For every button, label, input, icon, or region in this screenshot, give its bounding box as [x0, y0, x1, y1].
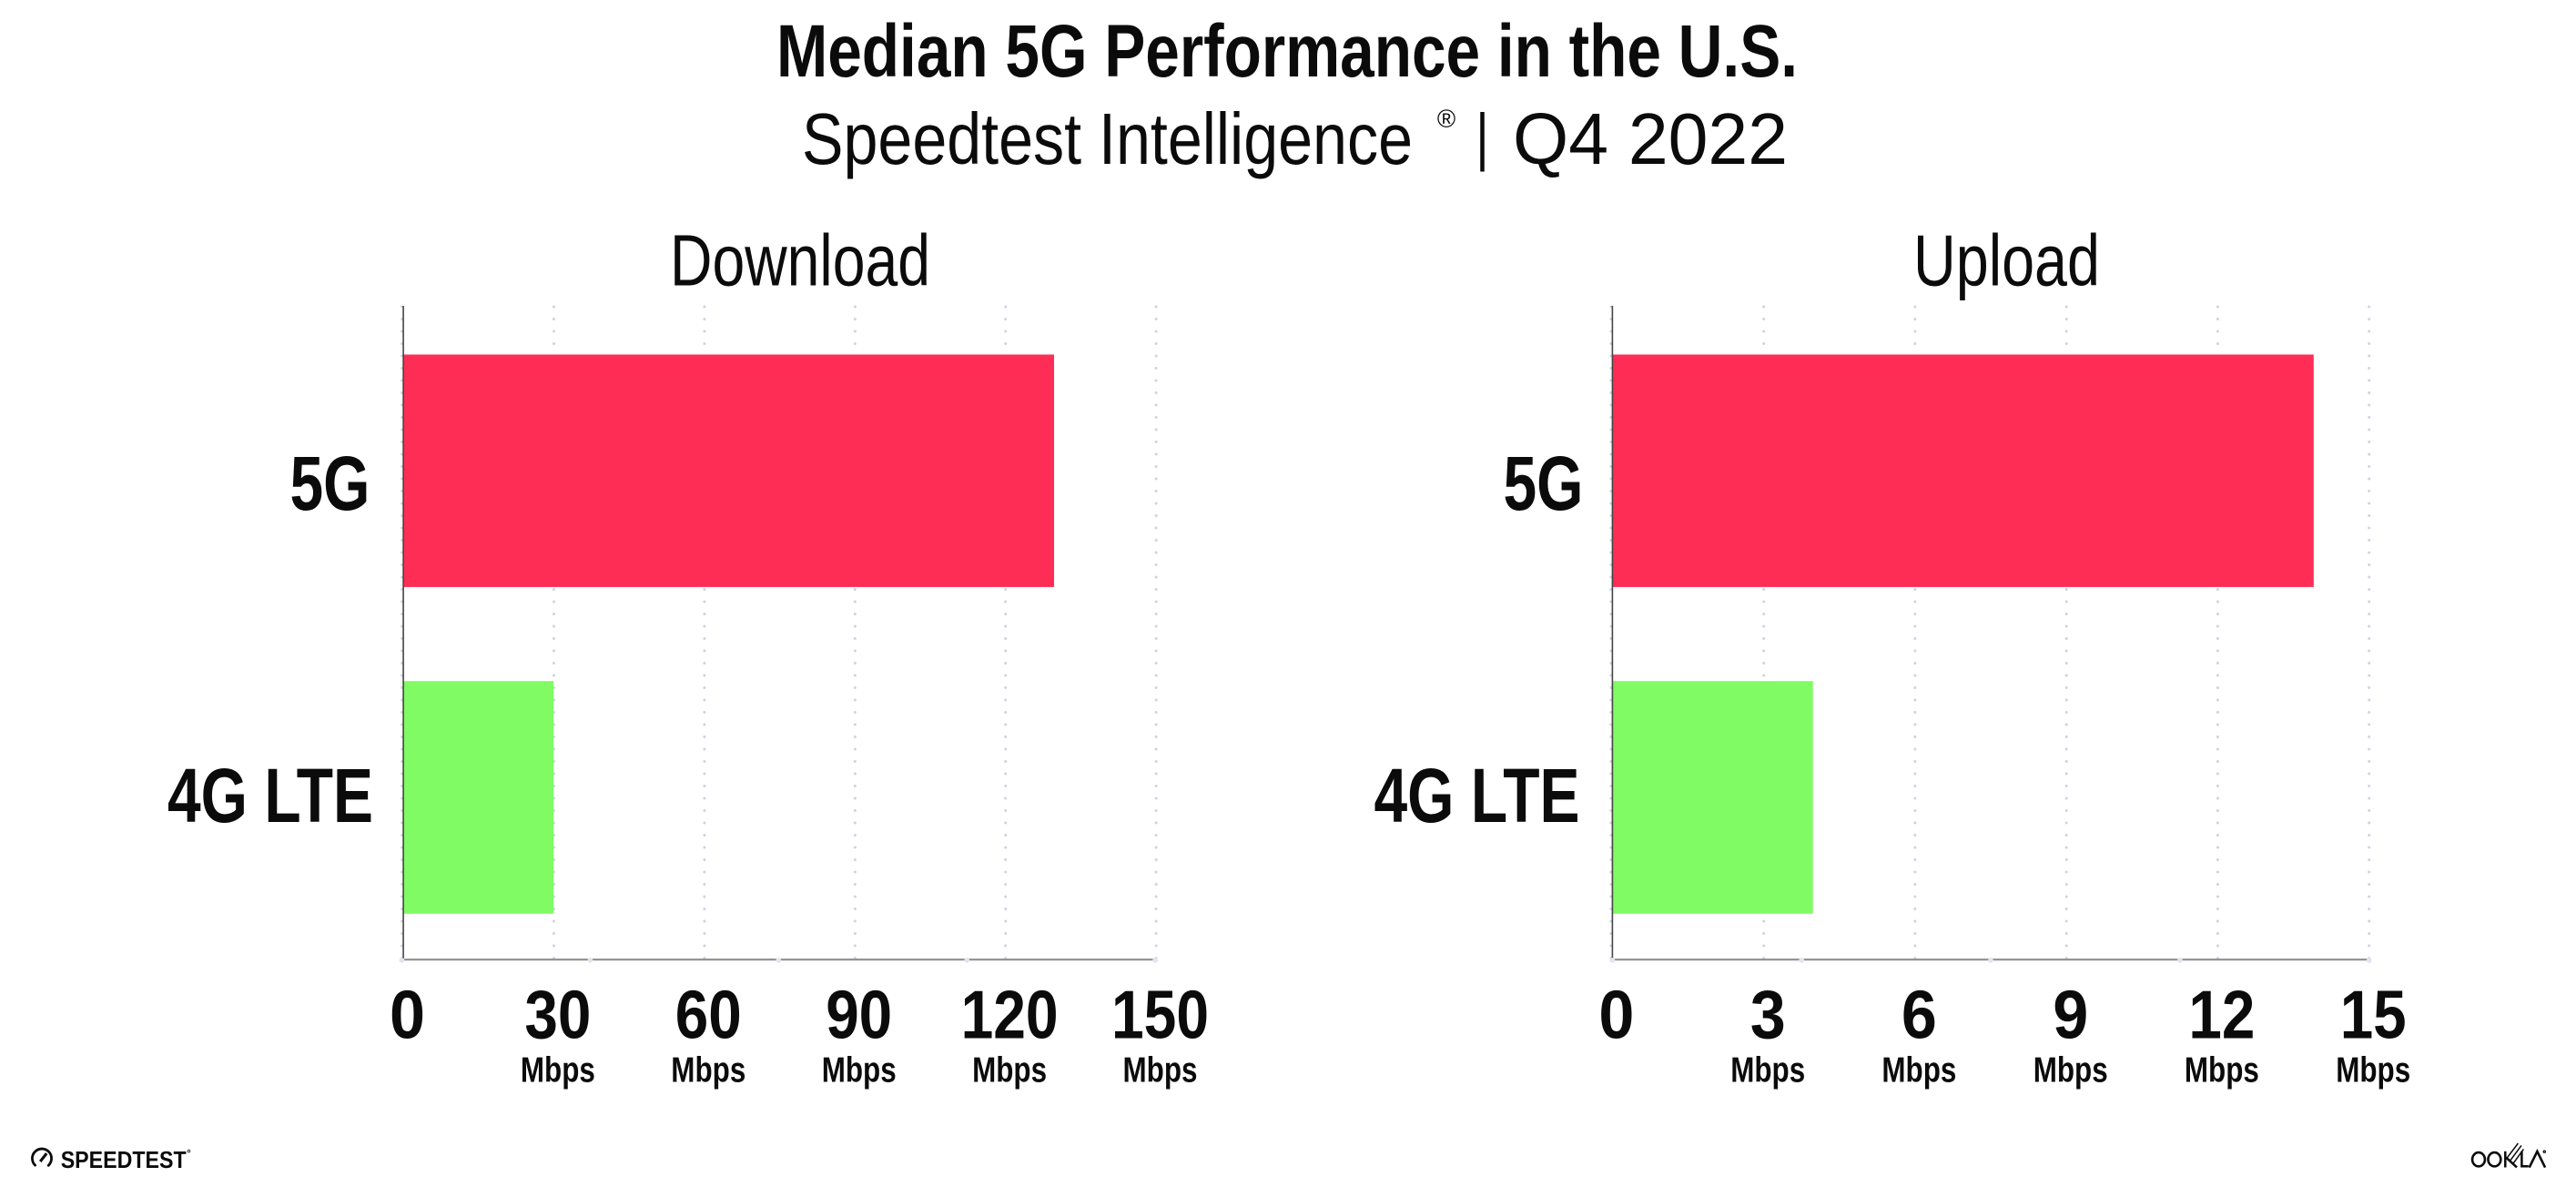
svg-text:Mbps: Mbps: [2185, 1051, 2259, 1090]
svg-text:Mbps: Mbps: [521, 1051, 595, 1090]
svg-text:9: 9: [2053, 977, 2088, 1053]
svg-text:4G LTE: 4G LTE: [167, 753, 373, 838]
svg-text:Median 5G Performance in the U: Median 5G Performance in the U.S.: [776, 10, 1798, 93]
svg-text:0: 0: [390, 977, 425, 1053]
svg-text:Mbps: Mbps: [1881, 1051, 1956, 1090]
svg-text:SPEEDTEST: SPEEDTEST: [61, 1146, 187, 1173]
svg-text:0: 0: [1598, 977, 1634, 1053]
svg-text:Upload: Upload: [1913, 219, 2100, 300]
svg-text:3: 3: [1750, 977, 1786, 1053]
svg-text:5G: 5G: [1504, 441, 1584, 526]
svg-text:®: ®: [1437, 105, 1455, 133]
svg-text:Mbps: Mbps: [1730, 1051, 1805, 1090]
svg-text:30: 30: [524, 977, 591, 1053]
svg-text:150: 150: [1111, 977, 1209, 1053]
svg-text:Mbps: Mbps: [1123, 1051, 1198, 1090]
svg-text:Mbps: Mbps: [972, 1051, 1047, 1090]
svg-text:60: 60: [675, 977, 742, 1053]
svg-text:4G LTE: 4G LTE: [1374, 753, 1580, 838]
svg-text:Speedtest Intelligence: Speedtest Intelligence: [802, 98, 1413, 179]
svg-text:90: 90: [826, 977, 892, 1053]
svg-text:6: 6: [1902, 977, 1937, 1053]
svg-text:Mbps: Mbps: [2033, 1051, 2108, 1090]
svg-text:15: 15: [2340, 977, 2407, 1053]
svg-text:Mbps: Mbps: [822, 1051, 897, 1090]
svg-text:120: 120: [961, 977, 1059, 1053]
svg-text:5G: 5G: [290, 441, 370, 526]
svg-text:12: 12: [2188, 977, 2255, 1053]
svg-text:Mbps: Mbps: [671, 1051, 745, 1090]
svg-text:Mbps: Mbps: [2336, 1051, 2410, 1090]
svg-text:Q4 2022: Q4 2022: [1513, 98, 1788, 179]
svg-text:Download: Download: [670, 219, 930, 300]
